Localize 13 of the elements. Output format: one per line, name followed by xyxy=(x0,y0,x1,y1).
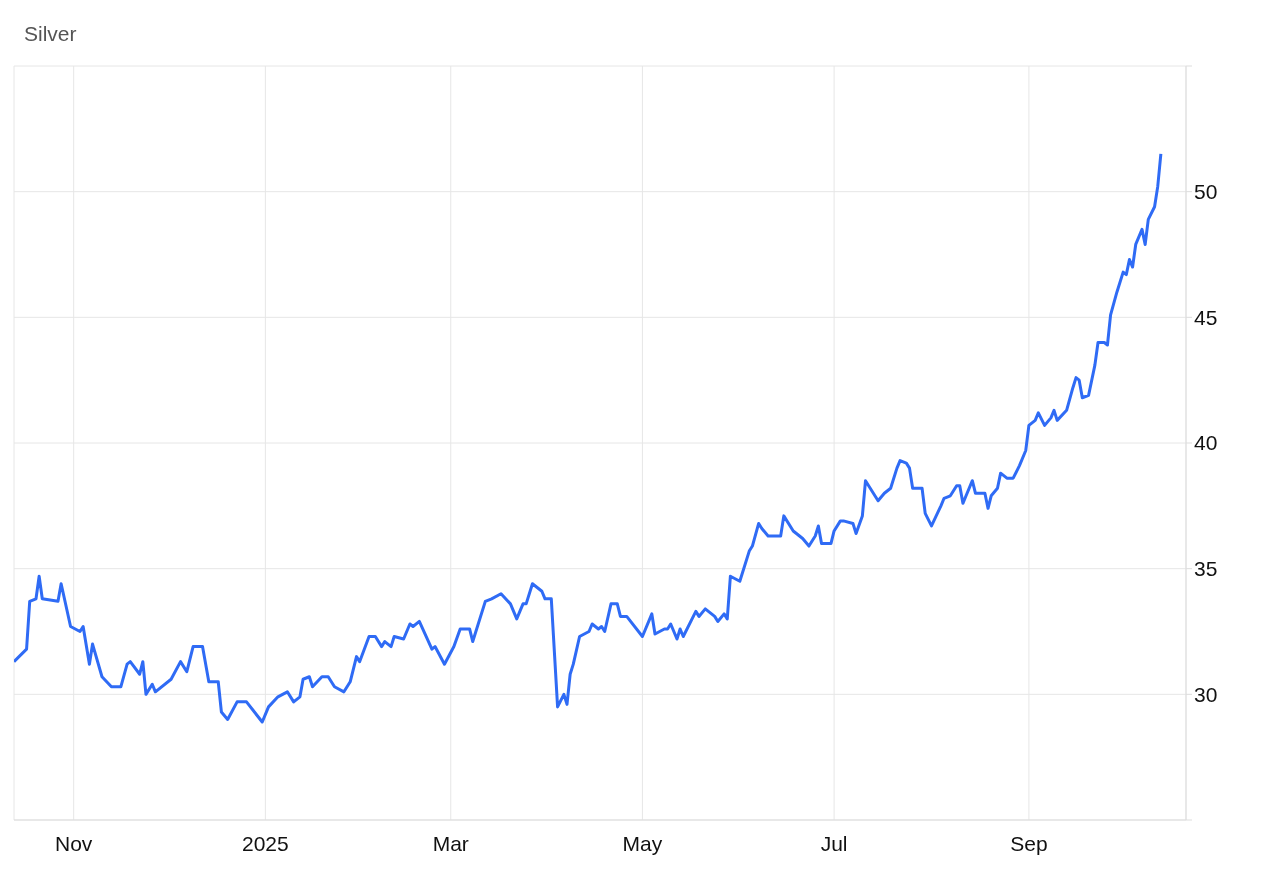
x-tick-label: 2025 xyxy=(242,831,289,855)
y-tick-label: 30 xyxy=(1194,682,1218,706)
x-tick-label: Sep xyxy=(1010,831,1048,855)
y-tick-label: 50 xyxy=(1194,180,1218,204)
y-tick-label: 40 xyxy=(1194,431,1218,455)
x-tick-label: Nov xyxy=(55,831,93,855)
x-tick-label: Mar xyxy=(432,831,469,855)
x-tick-label: Jul xyxy=(820,831,848,855)
chart-title: Silver xyxy=(23,21,78,47)
x-tick-label: May xyxy=(622,831,663,855)
line-series xyxy=(14,152,1163,724)
y-tick-label: 45 xyxy=(1194,305,1218,329)
y-tick-label: 35 xyxy=(1194,557,1218,581)
